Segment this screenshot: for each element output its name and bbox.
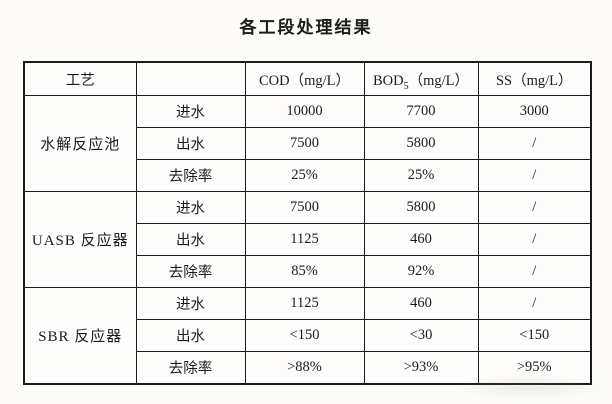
cell-cod: <150 bbox=[244, 319, 365, 352]
cell-ss: >95% bbox=[477, 351, 592, 385]
cell-cod: 25% bbox=[244, 159, 365, 192]
group-label-hydrolysis: 水解反应池 bbox=[23, 95, 137, 192]
cell-bod: >93% bbox=[363, 351, 479, 385]
cell-bod: 5800 bbox=[363, 191, 479, 224]
cell-cod: >88% bbox=[244, 351, 365, 385]
row-label: 去除率 bbox=[135, 255, 246, 288]
header-bod5-sub: 5 bbox=[403, 80, 409, 92]
cell-cod: 7500 bbox=[244, 191, 365, 224]
cell-cod: 1125 bbox=[244, 223, 365, 256]
cell-ss: / bbox=[477, 255, 592, 288]
cell-cod: 1125 bbox=[244, 287, 365, 320]
cell-ss: / bbox=[477, 159, 592, 192]
table-row: 去除率 25% 25% / bbox=[24, 159, 592, 192]
cell-bod: 460 bbox=[363, 223, 479, 256]
row-label: 出水 bbox=[135, 319, 246, 352]
results-table: 工艺 COD（mg/L） BOD5（mg/L） SS（mg/L） 水解反应池 进… bbox=[23, 61, 592, 385]
cell-ss: / bbox=[477, 223, 592, 256]
cell-bod: 92% bbox=[363, 255, 479, 288]
table-row: 水解反应池 进水 10000 7700 3000 bbox=[23, 95, 592, 192]
header-bod5-post: （mg/L） bbox=[408, 72, 470, 89]
row-label: 进水 bbox=[135, 191, 246, 224]
table-header-row: 工艺 COD（mg/L） BOD5（mg/L） SS（mg/L） bbox=[23, 61, 592, 96]
cell-cod: 85% bbox=[244, 255, 365, 288]
cell-bod: 7700 bbox=[363, 95, 479, 128]
row-label: 进水 bbox=[135, 95, 246, 128]
row-label: 进水 bbox=[135, 287, 246, 320]
cell-bod: 5800 bbox=[363, 127, 479, 160]
cell-cod: 10000 bbox=[244, 95, 365, 128]
cell-cod: 7500 bbox=[244, 127, 365, 160]
row-label: 出水 bbox=[135, 127, 246, 160]
cell-ss: / bbox=[477, 191, 592, 224]
row-label: 去除率 bbox=[135, 159, 246, 192]
cell-bod: 460 bbox=[363, 287, 479, 320]
table-row: 出水 7500 5800 / bbox=[24, 127, 592, 160]
header-blank bbox=[135, 61, 246, 96]
cell-ss: 3000 bbox=[477, 95, 592, 128]
header-cod: COD（mg/L） bbox=[244, 61, 365, 96]
table-row: UASB 反应器 进水 7500 5800 / bbox=[23, 191, 592, 288]
cell-bod: 25% bbox=[363, 159, 479, 192]
cell-bod: <30 bbox=[363, 319, 479, 352]
table-row: 出水 <150 <30 <150 bbox=[24, 319, 592, 352]
group-label-sbr: SBR 反应器 bbox=[23, 287, 137, 385]
cell-ss: / bbox=[477, 287, 592, 320]
cell-ss: / bbox=[477, 127, 592, 160]
header-bod5-pre: BOD bbox=[372, 72, 404, 89]
table-row: 去除率 85% 92% / bbox=[24, 255, 592, 288]
table-row: 去除率 >88% >93% >95% bbox=[24, 351, 592, 385]
header-process: 工艺 bbox=[23, 61, 137, 96]
row-label: 出水 bbox=[135, 223, 246, 256]
header-bod5: BOD5（mg/L） bbox=[363, 61, 479, 96]
group-label-uasb: UASB 反应器 bbox=[23, 191, 137, 288]
page-title: 各工段处理结果 bbox=[239, 18, 373, 37]
cell-ss: <150 bbox=[477, 319, 592, 352]
table-row: 出水 1125 460 / bbox=[24, 223, 592, 256]
header-ss: SS（mg/L） bbox=[477, 61, 592, 96]
table-row: SBR 反应器 进水 1125 460 / bbox=[23, 287, 592, 385]
row-label: 去除率 bbox=[135, 351, 246, 385]
